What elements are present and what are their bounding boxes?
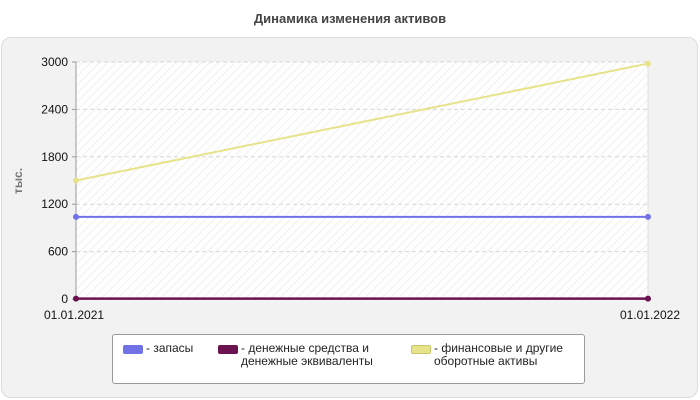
y-tick-labels: 0 600 1200 1800 2400 3000 <box>41 55 76 306</box>
legend-item-cash: - денежные средства и денежные эквивален… <box>218 342 373 368</box>
y-tick-label: 0 <box>61 292 68 306</box>
x-tick-label: 01.01.2022 <box>620 308 680 322</box>
legend-swatch-cash <box>218 345 238 354</box>
y-tick-label: 1800 <box>41 150 68 164</box>
plot-area <box>76 62 648 299</box>
x-tick-labels: 01.01.2021 01.01.2022 <box>44 308 680 322</box>
grid-lines <box>76 61 649 299</box>
y-tick-label: 3000 <box>41 55 68 69</box>
y-axis-label: тыс. <box>11 168 25 194</box>
data-point <box>73 213 79 220</box>
y-tick-label: 600 <box>48 245 68 259</box>
series-line <box>75 62 649 182</box>
series-group <box>73 60 651 302</box>
legend-item-financial: - финансовые и другие оборотные активы <box>411 342 563 368</box>
y-tick-label: 2400 <box>41 102 68 116</box>
legend: - запасы - денежные средства и денежные … <box>112 334 585 384</box>
legend-label-cash: - денежные средства и денежные эквивален… <box>241 341 373 368</box>
data-point <box>73 177 79 184</box>
legend-label-financial: - финансовые и другие оборотные активы <box>434 341 563 368</box>
x-tick-label: 01.01.2021 <box>44 308 104 322</box>
data-point <box>645 295 651 302</box>
data-point <box>73 295 79 302</box>
data-point <box>645 60 651 67</box>
legend-item-zapasy: - запасы <box>123 342 193 355</box>
chart-title: Динамика изменения активов <box>253 11 447 26</box>
data-point <box>645 213 651 220</box>
y-tick-label: 1200 <box>41 197 68 211</box>
legend-label-zapasy: - запасы <box>146 341 194 355</box>
legend-swatch-zapasy <box>123 345 143 354</box>
legend-swatch-financial <box>411 345 431 354</box>
